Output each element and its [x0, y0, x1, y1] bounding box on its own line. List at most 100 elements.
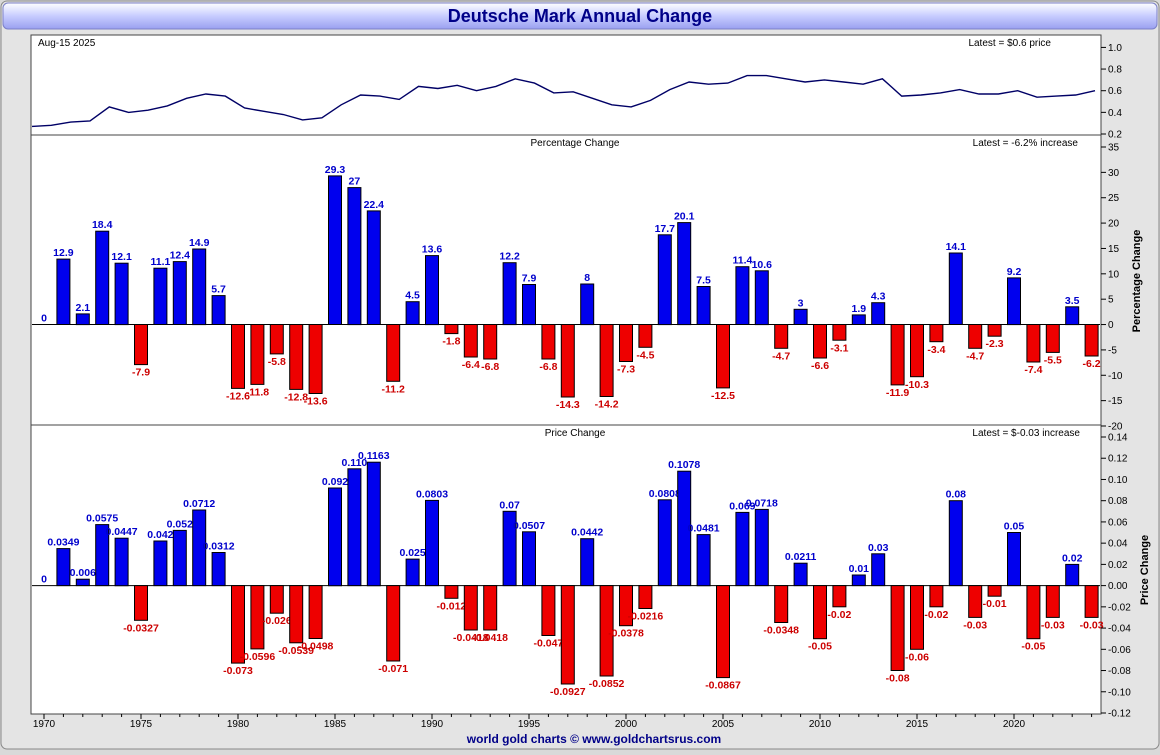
y-tick-label-panel-2: 0.08: [1108, 496, 1128, 507]
data-label-pct-1986: 27: [349, 176, 361, 188]
x-tick-label: 1990: [421, 719, 444, 730]
data-label-pct-1993: -6.8: [481, 361, 499, 373]
data-label-pct-1992: -6.4: [462, 359, 480, 371]
bar-pct-2003: [677, 222, 692, 326]
data-label-pct-1974: 12.1: [111, 251, 132, 263]
data-label-pct-2012: 1.9: [851, 303, 866, 315]
bar-pct-1995: [522, 284, 536, 326]
data-label-chg-2020: 0.05: [1004, 521, 1025, 533]
bar-chg-2019: [987, 585, 1002, 597]
data-label-chg-2008: -0.0348: [763, 625, 799, 637]
data-label-chg-2004: 0.0481: [688, 523, 720, 535]
bar-pct-1996: [541, 324, 556, 360]
bar-chg-1982: [269, 585, 284, 614]
y-tick-label-panel-0: 0.8: [1108, 65, 1122, 76]
y-tick-label-panel-2: -0.10: [1108, 687, 1131, 698]
data-label-pct-2021: -7.4: [1024, 364, 1042, 376]
data-label-chg-1976: 0.042: [147, 529, 173, 541]
bar-chg-1990: [425, 499, 439, 587]
data-label-chg-2010: -0.05: [808, 641, 832, 653]
bar-pct-2010: [813, 324, 827, 359]
bar-pct-1986: [347, 187, 362, 326]
bar-chg-1991: [444, 585, 459, 599]
data-label-chg-2023: 0.02: [1062, 552, 1083, 564]
data-label-chg-2024: -0.03: [1080, 620, 1104, 632]
data-label-pct-2005: -12.5: [711, 390, 735, 402]
data-label-pct-1997: -14.3: [556, 399, 580, 411]
y-tick-label-panel-0: 0.6: [1108, 86, 1122, 97]
data-label-chg-2011: -0.02: [827, 609, 851, 621]
data-label-chg-2014: -0.08: [886, 673, 910, 685]
y-tick-label-panel-2: -0.08: [1108, 666, 1131, 677]
x-tick-label: 1995: [518, 719, 541, 730]
y-tick-label-panel-1: 10: [1108, 269, 1120, 280]
data-label-pct-2018: -4.7: [966, 350, 984, 362]
chg-latest-label: Latest = $-0.03 increase: [972, 428, 1080, 439]
data-label-chg-1992: -0.0418: [453, 632, 489, 644]
x-tick-label: 1975: [130, 719, 153, 730]
bar-pct-2016: [929, 324, 944, 343]
bar-chg-2015: [910, 585, 924, 650]
bar-pct-1975: [134, 324, 148, 366]
y-tick-label-panel-2: 0.06: [1108, 517, 1128, 528]
bar-chg-1992: [463, 585, 478, 631]
bar-pct-2017: [948, 252, 963, 325]
x-tick-label: 2010: [809, 719, 832, 730]
y-tick-label-panel-1: -10: [1108, 371, 1123, 382]
y-tick-label-panel-1: -20: [1108, 422, 1123, 433]
bar-pct-1976: [153, 267, 168, 326]
data-label-pct-2004: 7.5: [696, 275, 711, 287]
data-label-pct-2009: 3: [798, 297, 804, 309]
bar-pct-1983: [289, 324, 304, 390]
data-label-pct-1995: 7.9: [522, 273, 537, 285]
data-label-pct-1985: 29.3: [325, 164, 346, 176]
pct-y-axis-title: Percentage Change: [1131, 230, 1143, 333]
data-label-chg-1975: -0.0327: [123, 622, 159, 634]
bar-pct-1994: [502, 262, 517, 326]
data-label-pct-1978: 14.9: [189, 237, 210, 249]
bar-chg-2005: [716, 585, 730, 679]
bar-pct-2007: [754, 270, 769, 326]
data-label-chg-2007: 0.0718: [746, 497, 778, 509]
y-tick-label-panel-1: -15: [1108, 396, 1123, 407]
bar-pct-2005: [716, 324, 730, 389]
bar-chg-2001: [638, 585, 653, 609]
pct-panel-title: Percentage Change: [531, 138, 620, 149]
footer-credit: world gold charts © www.goldchartsrus.co…: [466, 732, 721, 746]
y-tick-label-panel-1: 30: [1108, 168, 1120, 179]
bar-chg-2024: [1084, 585, 1099, 618]
bar-chg-1987: [366, 461, 381, 587]
y-tick-label-panel-2: -0.04: [1108, 624, 1131, 635]
bar-pct-1999: [599, 324, 614, 397]
data-label-chg-2022: -0.03: [1041, 620, 1065, 632]
bar-pct-2001: [638, 324, 653, 348]
data-label-chg-1987: 0.1163: [358, 450, 390, 462]
bar-chg-1979: [211, 552, 226, 587]
bar-pct-1992: [463, 324, 478, 358]
bar-pct-1984: [308, 324, 323, 394]
data-label-chg-2019: -0.01: [983, 598, 1007, 610]
y-tick-label-panel-2: -0.02: [1108, 602, 1131, 613]
bar-pct-2000: [619, 324, 633, 362]
data-label-pct-2019: -2.3: [986, 338, 1004, 350]
bar-pct-1979: [211, 295, 226, 326]
data-label-pct-1994: 12.2: [499, 251, 520, 263]
bar-pct-1981: [250, 324, 265, 385]
data-label-pct-2002: 17.7: [655, 223, 676, 235]
data-label-pct-1991: -1.8: [442, 336, 460, 348]
data-label-pct-2001: -4.5: [636, 349, 654, 361]
y-tick-label-panel-2: 0.00: [1108, 581, 1128, 592]
axes-layer: 0.20.40.60.81.0-20-15-10-505101520253035…: [33, 43, 1131, 730]
y-tick-label-panel-1: 35: [1108, 143, 1120, 154]
bar-pct-2013: [871, 302, 886, 326]
y-tick-label-panel-2: 0.12: [1108, 454, 1128, 465]
bar-pct-1972: [75, 313, 90, 326]
bar-pct-1997: [560, 324, 575, 398]
data-label-chg-1977: 0.052: [167, 518, 193, 530]
bar-chg-2011: [832, 585, 847, 608]
data-label-chg-2003: 0.1078: [668, 459, 700, 471]
data-label-chg-1990: 0.0803: [416, 488, 448, 500]
bar-chg-2003: [677, 470, 692, 587]
bar-chg-1975: [134, 585, 148, 621]
